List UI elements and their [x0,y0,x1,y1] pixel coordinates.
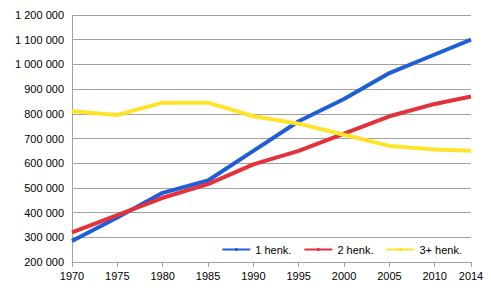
svg-text:1 200 000: 1 200 000 [15,9,64,21]
svg-text:600 000: 600 000 [24,157,64,169]
svg-text:1 000 000: 1 000 000 [15,58,64,70]
svg-text:1990: 1990 [241,270,265,282]
svg-text:2 henk.: 2 henk. [337,244,373,256]
svg-text:2005: 2005 [377,270,401,282]
svg-text:400 000: 400 000 [24,207,64,219]
svg-text:1 henk.: 1 henk. [255,244,291,256]
svg-text:1995: 1995 [286,270,310,282]
svg-text:500 000: 500 000 [24,182,64,194]
svg-text:1970: 1970 [60,270,84,282]
svg-text:800 000: 800 000 [24,108,64,120]
svg-text:2014: 2014 [459,270,483,282]
svg-text:2000: 2000 [332,270,356,282]
svg-text:1980: 1980 [150,270,174,282]
svg-text:200 000: 200 000 [24,256,64,268]
svg-text:1985: 1985 [196,270,220,282]
svg-text:1975: 1975 [105,270,129,282]
svg-text:700 000: 700 000 [24,133,64,145]
svg-text:2010: 2010 [422,270,446,282]
svg-text:900 000: 900 000 [24,83,64,95]
svg-text:300 000: 300 000 [24,231,64,243]
svg-text:1 100 000: 1 100 000 [15,34,64,46]
svg-text:3+ henk.: 3+ henk. [419,244,462,256]
